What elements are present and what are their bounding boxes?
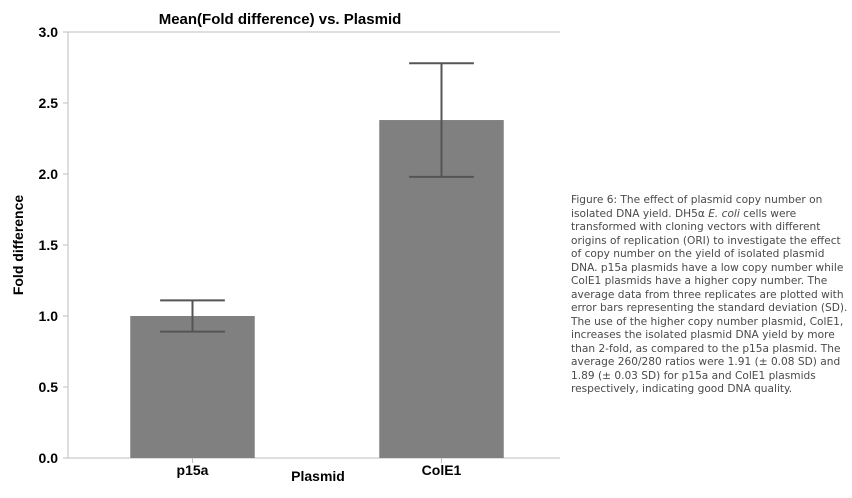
bar-series xyxy=(130,62,504,458)
y-tick-label: 2.5 xyxy=(39,95,59,111)
y-axis: 0.0 0.5 1.0 1.5 2.0 2.5 3.0 xyxy=(39,24,68,466)
caption-species-name: E. coli xyxy=(708,207,740,220)
x-axis: p15a ColE1 xyxy=(177,458,462,478)
x-tick-label: ColE1 xyxy=(422,462,462,478)
x-tick-label: p15a xyxy=(177,462,209,478)
caption-text-part1: Figure 6: The effect of plasmid copy num… xyxy=(571,194,823,220)
y-axis-label: Fold difference xyxy=(10,195,26,296)
y-tick-label: 1.0 xyxy=(39,308,59,324)
caption-text-part2: cells were transformed with cloning vect… xyxy=(571,207,848,396)
x-axis-label: Plasmid xyxy=(291,468,345,484)
y-tick-label: 0.5 xyxy=(39,379,59,395)
y-tick-label: 0.0 xyxy=(39,450,59,466)
chart-canvas: Mean(Fold difference) vs. Plasmid 0.0 0.5… xyxy=(10,11,560,484)
y-tick-label: 1.5 xyxy=(39,237,59,253)
figure-caption: Figure 6: The effect of plasmid copy num… xyxy=(571,194,852,397)
bar-p15a xyxy=(130,316,255,458)
bar-chart: Mean(Fold difference) vs. Plasmid 0.0 0.5… xyxy=(10,11,560,484)
chart-title: Mean(Fold difference) vs. Plasmid xyxy=(159,11,402,28)
y-tick-label: 2.0 xyxy=(39,166,59,182)
y-tick-label: 3.0 xyxy=(39,24,59,40)
